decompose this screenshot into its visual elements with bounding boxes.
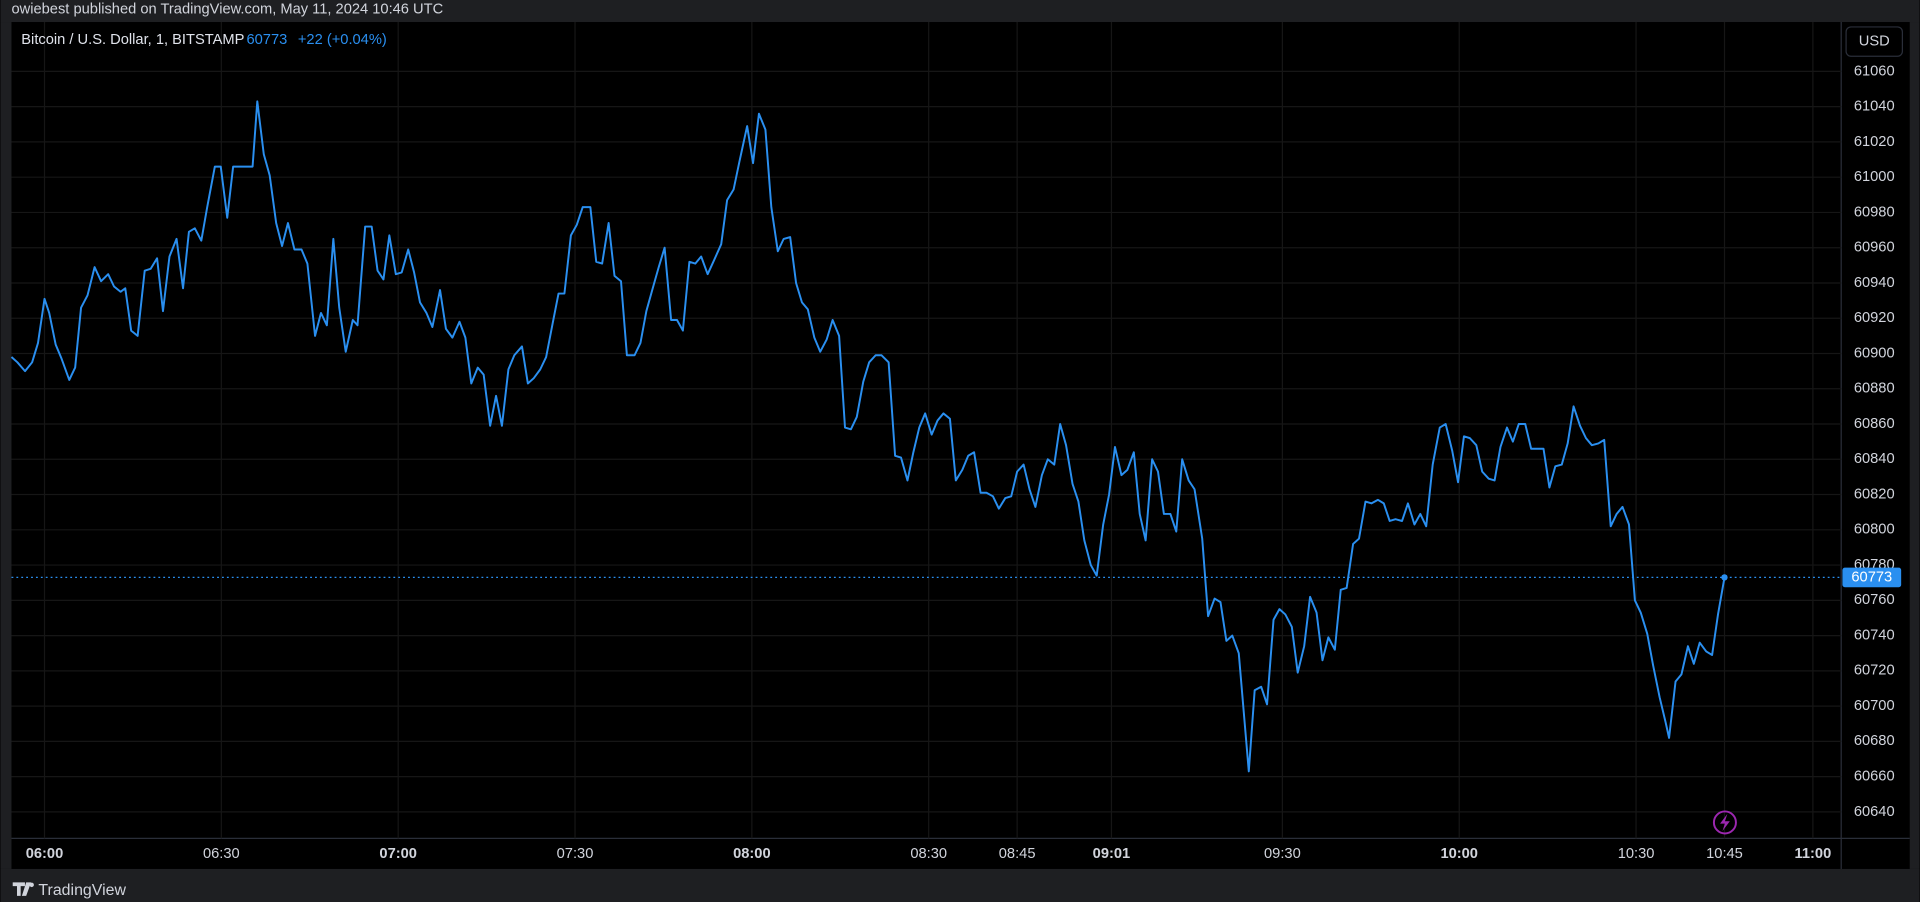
last-price-axis-label: 60773	[1851, 569, 1892, 585]
y-tick-label: 60940	[1854, 275, 1895, 291]
x-tick-label: 08:00	[733, 846, 771, 862]
chart-title: Bitcoin / U.S. Dollar, 1, BITSTAMP	[21, 32, 244, 48]
x-tick-label: 08:45	[999, 846, 1036, 862]
y-tick-label: 60800	[1854, 522, 1895, 538]
lightning-bolt	[1720, 813, 1730, 832]
y-tick-label: 60720	[1854, 663, 1895, 679]
y-tick-label: 60840	[1854, 451, 1895, 467]
y-tick-label: 61000	[1854, 169, 1895, 185]
footer	[0, 868, 1920, 902]
y-tick-label: 60760	[1854, 592, 1895, 608]
x-tick-label: 07:30	[557, 846, 594, 862]
lightning-icon[interactable]	[1712, 810, 1737, 835]
currency-button[interactable]	[1845, 26, 1903, 57]
x-tick-label: 10:00	[1440, 846, 1478, 862]
x-tick-label: 08:30	[910, 846, 947, 862]
y-tick-label: 60740	[1854, 627, 1895, 643]
last-price-box	[1842, 567, 1902, 588]
x-tick-label: 10:45	[1706, 846, 1743, 862]
last-price: 60773	[246, 32, 287, 48]
y-tick-label: 61020	[1854, 134, 1895, 150]
y-tick-label: 61060	[1854, 63, 1895, 79]
y-tick-label: 60960	[1854, 240, 1895, 256]
x-tick-label: 09:30	[1264, 846, 1301, 862]
y-tick-label: 60820	[1854, 486, 1895, 502]
publisher: owiebest published on TradingView.com, M…	[11, 2, 443, 18]
y-tick-label: 60920	[1854, 310, 1895, 326]
x-tick-label: 10:30	[1618, 846, 1655, 862]
x-tick-label: 09:01	[1093, 846, 1131, 862]
price-line	[10, 100, 1726, 773]
x-tick-label: 06:30	[203, 846, 240, 862]
x-tick-label: 11:00	[1795, 846, 1832, 862]
plot: 6064060660606806070060720607406076060780…	[10, 22, 1895, 862]
y-tick-label: 60660	[1854, 769, 1895, 785]
brand: TradingView	[38, 882, 126, 899]
y-tick-label: 60680	[1854, 733, 1895, 749]
brand-logo-dot	[29, 882, 34, 888]
right-border	[1909, 22, 1920, 869]
x-tick-label: 06:00	[26, 846, 64, 862]
y-tick-label: 60980	[1854, 204, 1895, 220]
y-tick-label: 60900	[1854, 345, 1895, 361]
brand-logo	[12, 882, 32, 896]
last-point	[1721, 574, 1728, 581]
y-tick-label: 61040	[1854, 99, 1895, 115]
left-border	[0, 22, 12, 869]
price-change: +22 (+0.04%)	[298, 32, 387, 48]
y-tick-label: 60880	[1854, 381, 1895, 397]
y-tick-label: 60700	[1854, 698, 1895, 714]
currency-label[interactable]: USD	[1859, 33, 1890, 49]
top-bar	[0, 0, 1920, 23]
x-tick-label: 07:00	[379, 846, 417, 862]
y-tick-label: 60860	[1854, 416, 1895, 432]
y-tick-label: 60640	[1854, 804, 1895, 820]
